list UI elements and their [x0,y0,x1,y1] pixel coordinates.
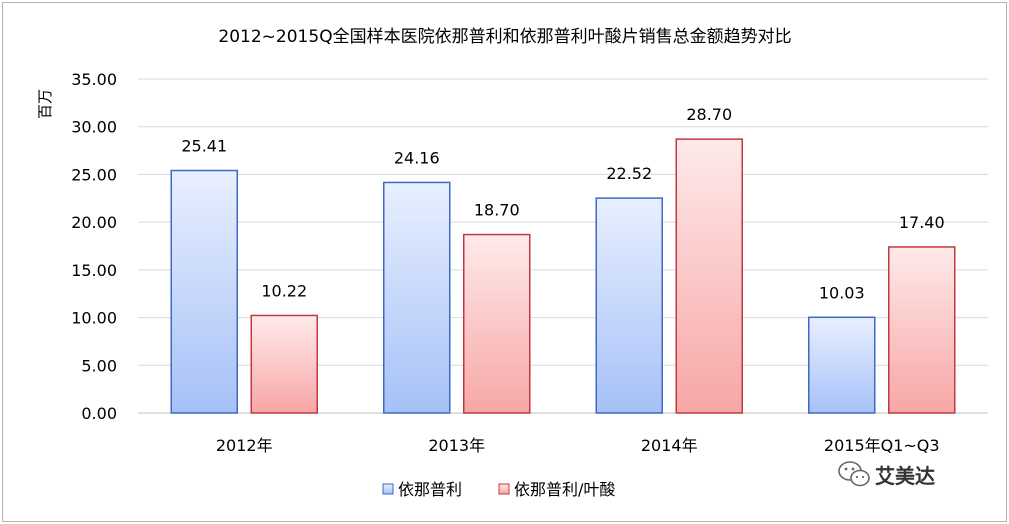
bars [170,138,956,414]
y-tick-label: 10.00 [71,309,117,328]
data-label: 10.03 [819,283,865,302]
y-tick-label: 0.00 [81,404,117,423]
y-tick-label: 25.00 [71,165,117,184]
legend-label-series-1: 依那普利 [398,480,462,499]
bar-series-1-2 [383,181,451,414]
wechat-icon [838,461,870,487]
legend-swatch-series-2 [498,483,510,495]
y-tick-label: 20.00 [71,213,117,232]
x-category-label: 2015年Q1~Q3 [824,436,940,455]
data-label: 28.70 [686,105,732,124]
x-axis-categories: 2012年 2013年 2014年 2015年Q1~Q3 [216,436,940,455]
watermark-text: 艾美达 [875,464,935,488]
data-label: 22.52 [606,164,652,183]
data-label: 18.70 [474,201,520,220]
y-tick-label: 15.00 [71,261,117,280]
chart-title: 2012~2015Q全国样本医院依那普利和依那普利叶酸片销售总金额趋势对比 [218,27,791,47]
watermark: 艾美达 [838,461,935,488]
bar-series-1-1 [170,169,238,414]
data-label: 17.40 [899,213,945,232]
x-category-label: 2012年 [216,436,273,455]
legend-label-series-2: 依那普利/叶酸 [514,480,615,499]
bar-series-1-4 [808,316,876,414]
y-axis-ticks: 0.00 5.00 10.00 15.00 20.00 25.00 30.00 35.00 [71,70,117,423]
bar-series-2-2 [463,233,531,414]
x-category-label: 2014年 [641,436,698,455]
data-label: 10.22 [261,281,307,300]
y-tick-label: 35.00 [71,70,117,89]
y-tick-label: 30.00 [71,118,117,137]
legend: 依那普利 依那普利/叶酸 [382,480,615,499]
legend-swatch-series-1 [382,483,394,495]
y-tick-label: 5.00 [81,356,117,375]
data-label: 25.41 [181,137,227,156]
bar-series-2-1 [250,314,318,414]
data-labels: 25.41 10.22 24.16 18.70 22.52 28.70 10.03 17.40 [181,105,944,302]
data-label: 24.16 [394,148,440,167]
bar-series-2-4 [888,246,956,414]
x-category-label: 2013年 [428,436,485,455]
bar-series-2-3 [675,138,743,414]
bar-series-1-3 [595,197,663,414]
y-axis-label: 百万 [36,89,54,119]
